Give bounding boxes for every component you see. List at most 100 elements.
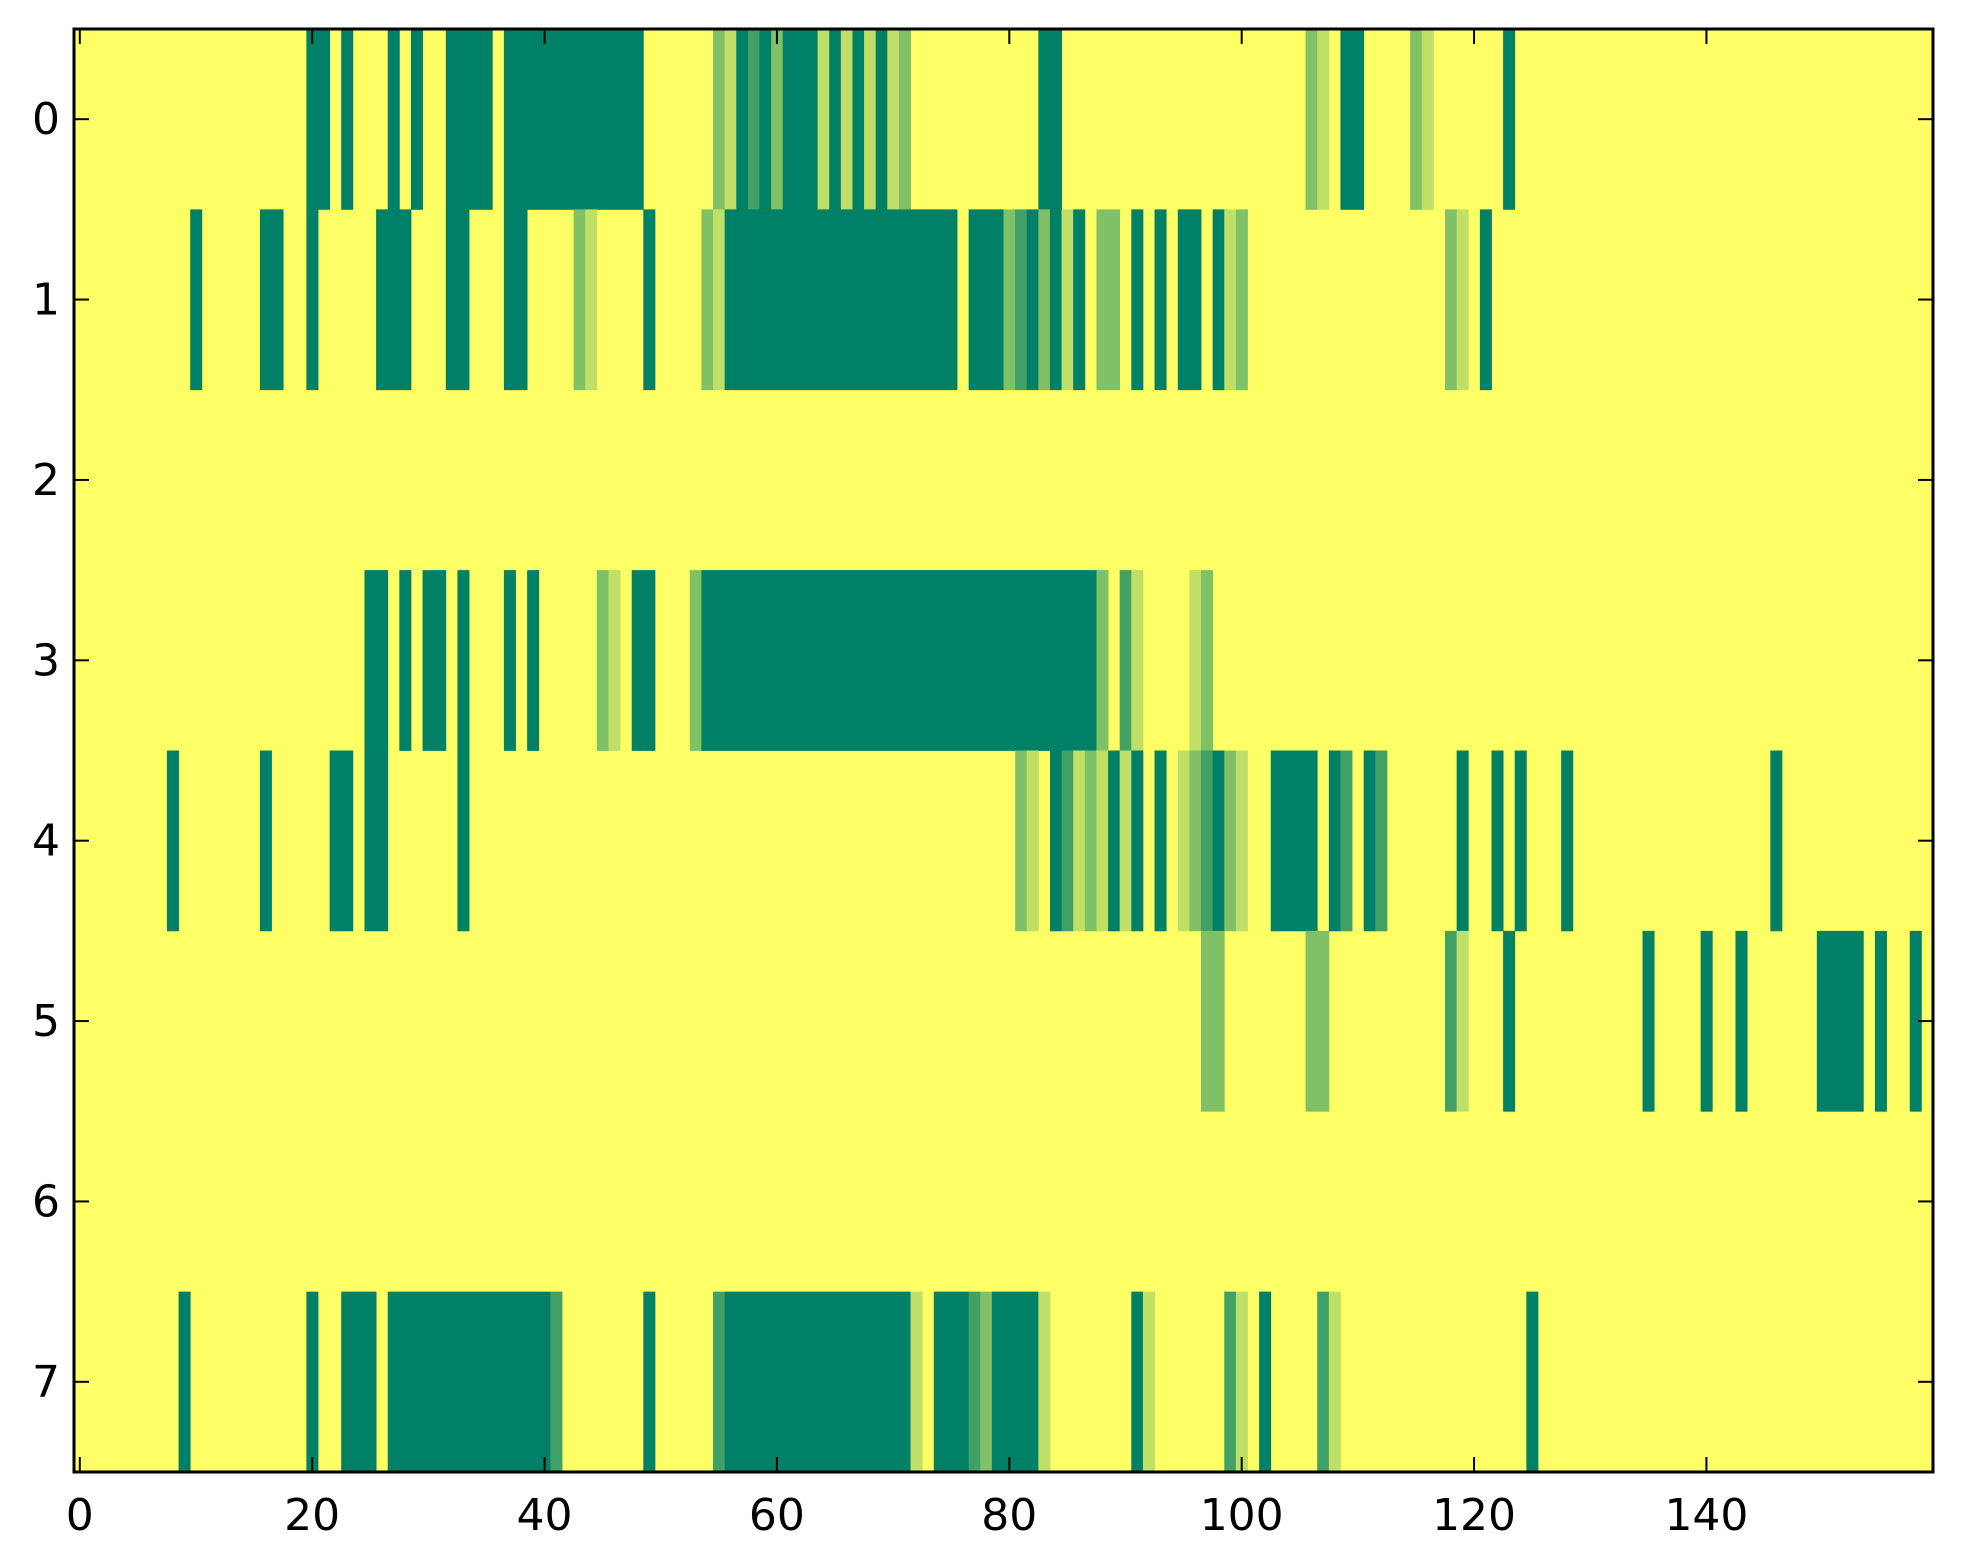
heatmap-cell-row-1-col-82 <box>1026 209 1039 391</box>
heatmap-cell-row-0-col-83 <box>1038 29 1062 210</box>
heatmap-cell-row-1-col-49 <box>643 209 656 391</box>
heatmap-cell-row-1-col-26 <box>376 209 412 391</box>
heatmap-cell-row-4-col-82 <box>1026 750 1039 932</box>
heatmap-cell-row-4-col-22 <box>329 750 354 932</box>
heatmap-cell-row-3-col-90 <box>1119 570 1132 751</box>
heatmap-cell-row-0-col-59 <box>759 29 772 210</box>
heatmap-cell-row-7-col-107 <box>1317 1291 1330 1473</box>
x-tick-label-140: 140 <box>1664 1490 1748 1541</box>
heatmap-cell-row-1-col-119 <box>1456 209 1469 391</box>
heatmap-cell-row-7-col-23 <box>341 1291 377 1473</box>
heatmap-cell-row-5-col-98 <box>1212 930 1225 1112</box>
heatmap-cell-row-0-col-123 <box>1503 29 1516 210</box>
x-axis-tick-labels: 0 20 40 60 80 100 120 140 <box>66 1490 1749 1541</box>
heatmap-cell-row-3-col-53 <box>689 570 702 751</box>
heatmap-cell-row-1-col-85 <box>1061 209 1074 391</box>
heatmap-cell-row-4-col-97 <box>1201 750 1214 932</box>
heatmap-cell-row-1-col-32 <box>445 209 470 391</box>
heatmap-cell-row-7-col-49 <box>643 1291 656 1473</box>
heatmap-cell-row-7-col-72 <box>910 1291 923 1473</box>
heatmap-cell-row-3-col-46 <box>608 570 621 751</box>
heatmap-cell-row-4-col-89 <box>1108 750 1121 932</box>
heatmap-cell-row-0-col-69 <box>875 29 888 210</box>
heatmap-cell-row-7-col-74 <box>933 1291 970 1473</box>
heatmap-cell-row-7-col-56 <box>724 1291 911 1473</box>
heatmap-cell-row-4-col-25 <box>364 750 389 932</box>
y-tick-label-4: 4 <box>32 816 60 867</box>
heatmap-cell-row-5-col-140 <box>1700 930 1713 1112</box>
heatmap-cell-row-4-col-93 <box>1154 750 1167 932</box>
x-tick-label-100: 100 <box>1200 1490 1284 1541</box>
heatmap-cell-row-0-col-107 <box>1317 29 1330 210</box>
x-tick-label-60: 60 <box>749 1490 805 1541</box>
y-tick-label-6: 6 <box>32 1176 60 1227</box>
heatmap-cell-row-0-col-116 <box>1421 29 1434 210</box>
x-tick-label-40: 40 <box>517 1490 573 1541</box>
y-tick-label-3: 3 <box>32 635 60 686</box>
axis-ticks <box>74 29 1933 1472</box>
heatmap-cell-row-4-col-90 <box>1119 750 1132 932</box>
y-tick-label-0: 0 <box>32 94 60 145</box>
heatmap-cell-row-1-col-77 <box>968 209 1004 391</box>
heatmap-cell-row-1-col-44 <box>585 209 598 391</box>
heatmap-cell-row-1-col-118 <box>1445 209 1458 391</box>
heatmap-cell-row-4-col-146 <box>1770 750 1783 932</box>
heatmap-cell-row-4-col-85 <box>1061 750 1074 932</box>
heatmap-cell-row-7-col-79 <box>991 1291 1039 1473</box>
heatmap-cell-row-1-col-20 <box>306 209 319 391</box>
heatmap-cell-row-1-col-98 <box>1212 209 1225 391</box>
heatmap-cell-row-0-col-68 <box>864 29 877 210</box>
heatmap-cell-row-3-col-97 <box>1201 570 1214 751</box>
y-axis-tick-labels: 0 1 2 3 4 5 6 7 <box>32 94 60 1408</box>
heatmap-cell-row-5-col-135 <box>1642 930 1655 1112</box>
heatmap-cell-row-5-col-119 <box>1456 930 1469 1112</box>
heatmap-cell-row-0-col-115 <box>1410 29 1423 210</box>
heatmap-cell-row-4-col-99 <box>1224 750 1237 932</box>
heatmap-cells <box>166 29 1922 1473</box>
x-tick-label-80: 80 <box>981 1490 1037 1541</box>
heatmap-cell-row-5-col-150 <box>1816 930 1864 1112</box>
heatmap-cell-row-7-col-27 <box>387 1291 551 1473</box>
heatmap-cell-row-4-col-86 <box>1073 750 1086 932</box>
heatmap-cell-row-7-col-78 <box>980 1291 993 1473</box>
heatmap-cell-row-1-col-86 <box>1073 209 1086 391</box>
heatmap-cell-row-3-col-91 <box>1131 570 1144 751</box>
heatmap-cell-row-1-col-43 <box>573 209 586 391</box>
heatmap-cell-row-5-col-155 <box>1874 930 1887 1112</box>
x-tick-label-0: 0 <box>66 1490 94 1541</box>
heatmap-cell-row-7-col-99 <box>1224 1291 1237 1473</box>
heatmap-cell-row-7-col-91 <box>1131 1291 1144 1473</box>
heatmap-cell-row-4-col-91 <box>1131 750 1144 932</box>
heatmap-cell-row-1-col-10 <box>190 209 203 391</box>
heatmap-cell-row-7-col-20 <box>306 1291 319 1473</box>
heatmap-cell-row-5-col-107 <box>1317 930 1330 1112</box>
heatmap-cell-row-1-col-55 <box>713 209 726 391</box>
heatmap-cell-row-1-col-88 <box>1096 209 1121 391</box>
heatmap-cell-row-4-col-16 <box>259 750 272 932</box>
heatmap-cell-row-1-col-100 <box>1235 209 1248 391</box>
heatmap-cell-row-0-col-37 <box>503 29 644 210</box>
heatmap-cell-row-3-col-54 <box>701 570 1097 751</box>
heatmap-cell-row-7-col-92 <box>1142 1291 1155 1473</box>
heatmap-cell-row-1-col-80 <box>1003 209 1016 391</box>
heatmap-cell-row-1-col-95 <box>1177 209 1202 391</box>
heatmap-cell-row-0-col-57 <box>736 29 749 210</box>
y-tick-label-5: 5 <box>32 996 60 1047</box>
heatmap-cell-row-3-col-28 <box>399 570 412 751</box>
heatmap-cell-row-1-col-16 <box>259 209 284 391</box>
heatmap-cell-row-3-col-33 <box>457 570 470 751</box>
heatmap-cell-row-3-col-37 <box>503 570 516 751</box>
heatmap-cell-row-7-col-83 <box>1038 1291 1051 1473</box>
x-tick-label-120: 120 <box>1432 1490 1516 1541</box>
heatmap-cell-row-5-col-106 <box>1305 930 1318 1112</box>
heatmap-cell-row-1-col-54 <box>701 209 714 391</box>
heatmap-cell-row-0-col-106 <box>1305 29 1318 210</box>
heatmap-cell-row-5-col-123 <box>1503 930 1516 1112</box>
heatmap-cell-row-4-col-100 <box>1235 750 1248 932</box>
heatmap-cell-row-7-col-55 <box>713 1291 726 1473</box>
heatmap-cell-row-4-col-119 <box>1456 750 1469 932</box>
heatmap-cell-row-4-col-33 <box>457 750 470 932</box>
heatmap-cell-row-5-col-143 <box>1735 930 1748 1112</box>
y-tick-label-7: 7 <box>32 1357 60 1408</box>
